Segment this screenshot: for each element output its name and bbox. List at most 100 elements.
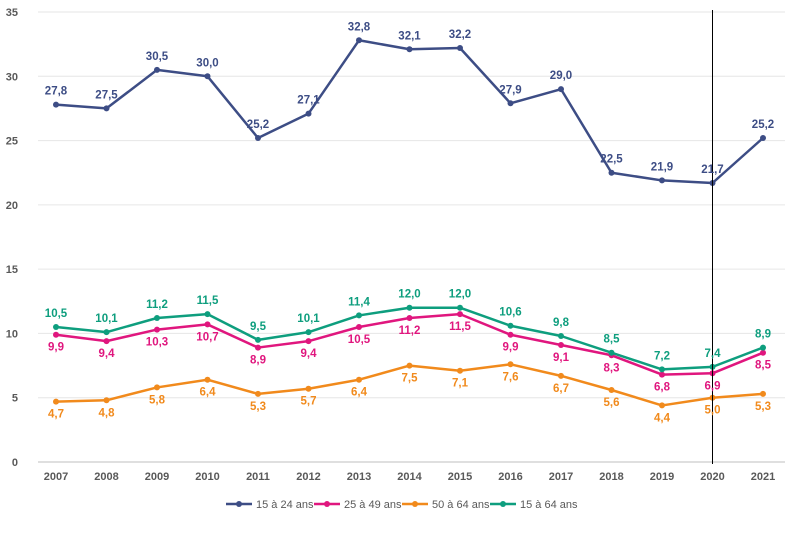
y-axis-tick-labels: 0 5 10 15 20 25 30 35 [6,7,18,469]
x-tick-2009: 2009 [145,471,169,483]
point-s1-2014 [406,46,413,53]
data-label-s2-2021: 8,5 [755,360,772,372]
data-label-s2-2007: 9,9 [48,342,64,354]
point-s1-2013 [356,37,362,44]
x-tick-2013: 2013 [347,471,371,483]
data-label-s3-2021: 5,3 [755,401,771,413]
point-s3-2007 [53,398,59,405]
data-label-s1-2020: 21,7 [701,164,723,176]
data-label-s2-2014: 11,2 [399,325,421,337]
point-s2-2014 [406,315,413,321]
data-label-s4-2014: 12,0 [398,289,420,301]
point-s4-2012 [305,329,312,336]
data-label-s1-2009: 30,5 [146,51,169,63]
y-tick-25: 25 [6,136,18,148]
data-label-s2-2018: 8,3 [604,362,620,374]
data-label-s2-2019: 6,8 [654,382,671,394]
legend-marker-1 [236,501,242,507]
data-label-s2-2008: 9,4 [99,348,116,360]
point-s2-2013 [356,324,362,330]
x-tick-2020: 2020 [700,471,724,483]
legend-label-1: 15 à 24 ans [256,499,314,511]
point-s4-2013 [356,312,362,319]
point-s4-2010 [204,311,211,318]
data-label-s2-2020: 6,9 [705,380,721,392]
data-label-s2-2017: 9,1 [553,352,570,364]
point-s3-2010 [204,376,211,383]
y-tick-15: 15 [6,264,18,276]
data-label-s4-2017: 9,8 [553,317,570,329]
point-s1-2012 [305,110,312,117]
point-s2-2016 [507,331,514,338]
data-label-s4-2013: 11,4 [348,296,370,308]
x-tick-2008: 2008 [94,471,118,483]
point-s3-2011 [255,390,261,397]
data-label-s1-2018: 22,5 [600,154,623,166]
legend-label-4: 15 à 64 ans [520,499,578,511]
data-label-s4-2009: 11,2 [146,299,168,311]
point-s4-2007 [53,324,59,330]
point-s2-2011 [255,344,261,351]
point-s3-2009 [154,384,160,391]
data-label-s1-2013: 32,8 [348,21,371,33]
point-s3-2015 [457,367,463,374]
data-label-s1-2011: 25,2 [247,119,269,131]
point-s4-2011 [255,336,261,343]
point-s1-2010 [204,73,211,80]
data-label-s2-2016: 9,9 [503,342,519,354]
point-s4-2019 [659,366,665,373]
data-label-s4-2011: 9,5 [250,321,267,333]
point-s2-2021 [760,349,766,356]
data-label-s3-2011: 5,3 [250,401,266,413]
data-label-s4-2008: 10,1 [95,313,118,325]
point-s1-2007 [53,101,59,108]
data-label-s4-2020: 7,4 [705,348,722,360]
data-label-s2-2010: 10,7 [196,331,218,343]
data-label-s1-2010: 30,0 [196,57,218,69]
x-tick-2007: 2007 [44,471,68,483]
gridlines [38,11,785,463]
point-s4-2017 [558,333,564,339]
data-label-s1-2021: 25,2 [752,119,774,131]
x-tick-2010: 2010 [195,471,219,483]
data-label-s4-2016: 10,6 [499,307,521,319]
data-label-s4-2019: 7,2 [654,350,670,362]
point-s2-2008 [103,338,110,345]
point-s1-2009 [154,66,160,73]
data-label-s2-2011: 8,9 [250,355,266,367]
legend-marker-3 [412,501,418,507]
point-s2-2012 [305,338,312,345]
point-s4-2018 [608,349,615,356]
data-label-s1-2015: 32,2 [449,29,471,41]
data-label-s1-2014: 32,1 [398,30,421,42]
point-s2-2007 [53,331,59,338]
data-label-s3-2020: 5,0 [705,405,721,417]
data-label-s4-2018: 8,5 [604,334,621,346]
x-axis-tick-labels: 2007 2008 2009 2010 2011 2012 2013 2014 2015 2016… [44,471,775,483]
point-s1-2008 [103,105,110,112]
point-s2-2009 [154,326,160,333]
data-label-s1-2008: 27,5 [95,89,118,101]
data-label-s1-2019: 21,9 [651,161,673,173]
x-tick-2016: 2016 [498,471,522,483]
data-label-s4-2010: 11,5 [197,295,219,307]
point-s4-2021 [760,344,766,351]
data-label-s3-2008: 4,8 [99,407,116,419]
point-s4-2015 [457,304,463,311]
legend-label-3: 50 à 64 ans [432,499,490,511]
data-label-s1-2012: 27,1 [297,95,320,107]
y-tick-20: 20 [6,200,18,212]
data-label-s2-2015: 11,5 [449,321,471,333]
data-label-s3-2007: 4,7 [48,409,64,421]
data-label-s2-2013: 10,5 [348,334,371,346]
data-label-s3-2012: 5,7 [301,396,317,408]
point-s3-2017 [558,372,564,379]
point-s2-2017 [558,342,564,348]
data-label-s1-2007: 27,8 [45,86,68,98]
point-s3-2012 [305,385,312,392]
data-label-s4-2021: 8,9 [755,329,771,341]
point-s2-2019 [659,371,665,378]
x-tick-2014: 2014 [397,471,422,483]
y-tick-35: 35 [6,7,18,19]
